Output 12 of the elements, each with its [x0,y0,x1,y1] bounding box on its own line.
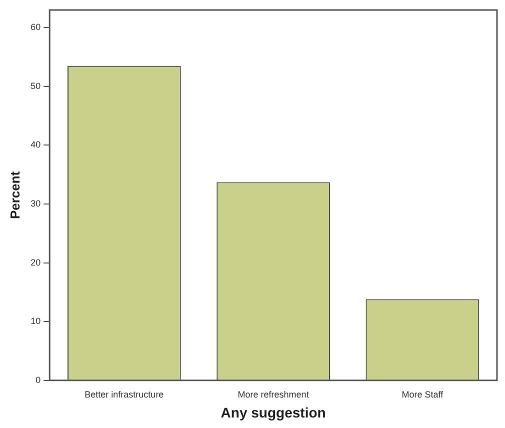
y-tick-label: 0 [36,374,41,385]
x-tick-label: Better infrastructure [84,389,164,400]
x-tick-label: More Staff [402,389,444,400]
y-tick-label: 10 [30,316,41,326]
y-tick-label: 20 [30,257,41,268]
y-tick-label: 40 [30,140,41,150]
y-tick-label: 50 [30,80,41,91]
y-tick-label: 30 [30,198,41,209]
y-tick-label: 60 [30,22,41,32]
y-axis-title: Percent [7,170,22,220]
x-axis-title: Any suggestion [220,404,326,420]
x-tick-label: More refreshment [238,389,310,400]
